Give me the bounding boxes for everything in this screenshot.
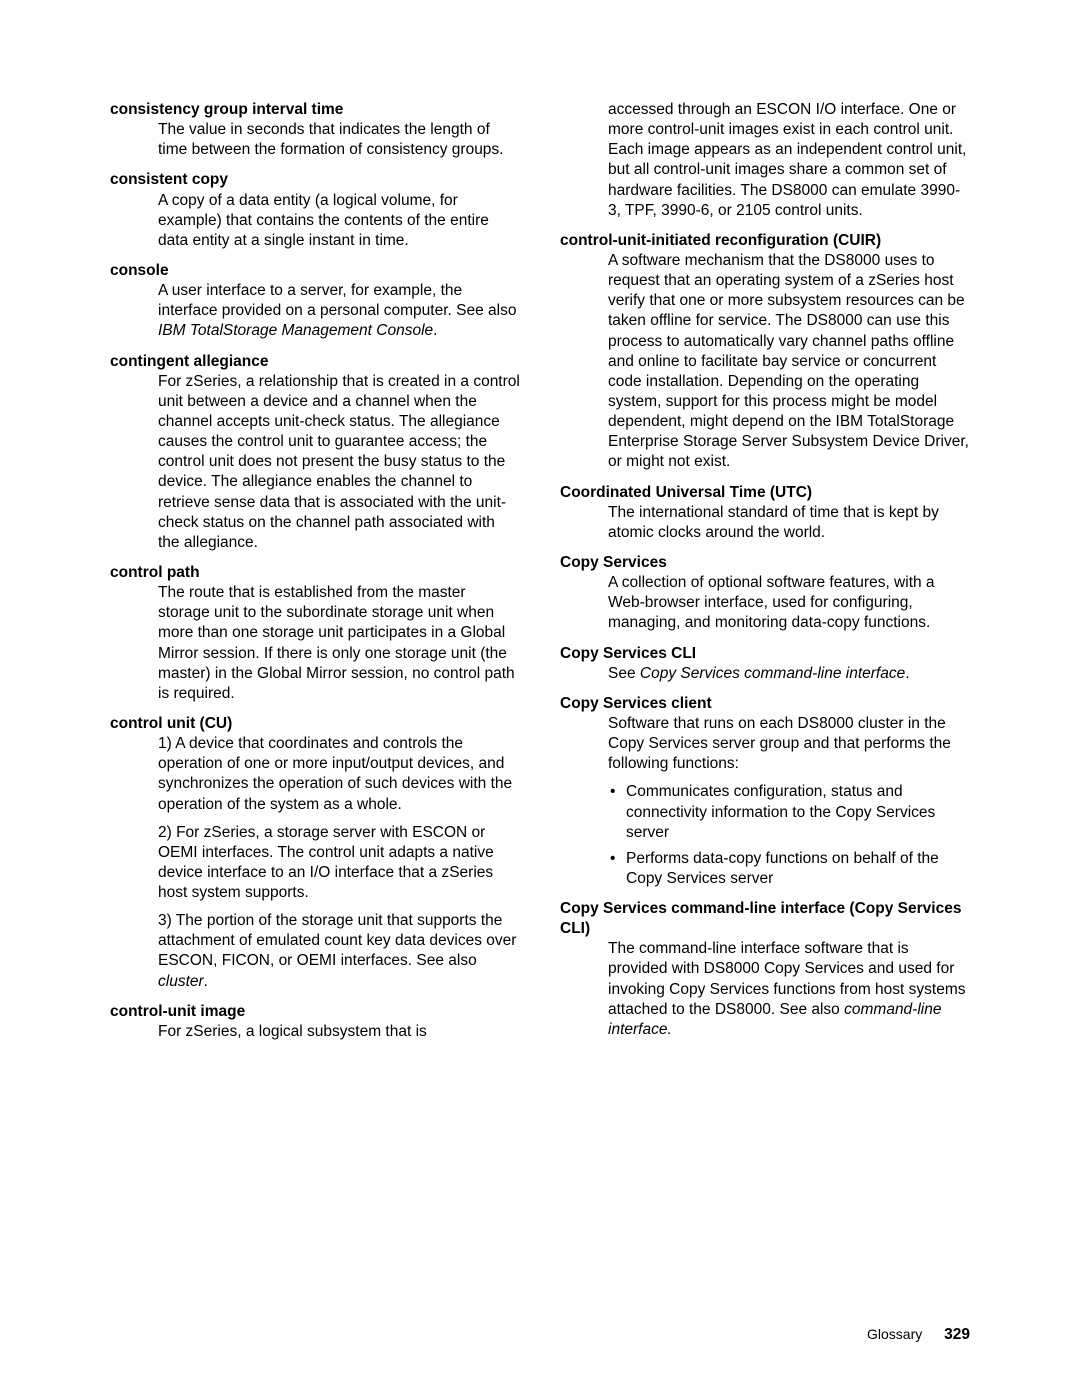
list-item: Communicates configuration, status and c… [608,782,970,842]
entry-control-path: control path The route that is establish… [110,563,520,704]
page: consistency group interval time The valu… [0,0,1080,1112]
term: control-unit image [110,1002,520,1022]
definition: For zSeries, a relationship that is crea… [158,372,520,553]
definition-p2: 2) For zSeries, a storage server with ES… [158,823,520,904]
definition: The value in seconds that indicates the … [158,120,520,160]
definition-p3: 3) The portion of the storage unit that … [158,911,520,992]
definition-p1: 1) A device that coordinates and control… [158,734,520,815]
term: consistent copy [110,170,520,190]
term: Copy Services command-line interface (Co… [560,899,970,939]
term: Coordinated Universal Time (UTC) [560,483,970,503]
definition: The route that is established from the m… [158,583,520,704]
entry-consistency-group-interval-time: consistency group interval time The valu… [110,100,520,160]
definition: A collection of optional software featur… [608,573,970,633]
entry-copy-services-cli: Copy Services CLI See Copy Services comm… [560,644,970,684]
entry-utc: Coordinated Universal Time (UTC) The int… [560,483,970,543]
definition: For zSeries, a logical subsystem that is [158,1022,520,1042]
list-item: Performs data-copy functions on behalf o… [608,849,970,889]
entry-control-unit-image: control-unit image For zSeries, a logica… [110,1002,520,1042]
term: control unit (CU) [110,714,520,734]
entry-control-unit: control unit (CU) 1) A device that coord… [110,714,520,992]
definition: A user interface to a server, for exampl… [158,281,520,341]
footer-label: Glossary [867,1326,922,1342]
definition: A copy of a data entity (a logical volum… [158,191,520,251]
left-column: consistency group interval time The valu… [110,100,520,1052]
definition: accessed through an ESCON I/O interface.… [608,100,970,221]
term: Copy Services CLI [560,644,970,664]
term: contingent allegiance [110,352,520,372]
entry-contingent-allegiance: contingent allegiance For zSeries, a rel… [110,352,520,553]
entry-copy-services-command-line-interface: Copy Services command-line interface (Co… [560,899,970,1040]
page-number: 329 [944,1326,970,1343]
entry-consistent-copy: consistent copy A copy of a data entity … [110,170,520,251]
term: Copy Services client [560,694,970,714]
definition: See Copy Services command-line interface… [608,664,970,684]
entry-copy-services: Copy Services A collection of optional s… [560,553,970,634]
definition: The international standard of time that … [608,503,970,543]
right-column: accessed through an ESCON I/O interface.… [560,100,970,1052]
term: consistency group interval time [110,100,520,120]
entry-continuation: accessed through an ESCON I/O interface.… [560,100,970,221]
term: console [110,261,520,281]
entry-cuir: control-unit-initiated reconfiguration (… [560,231,970,473]
definition: Software that runs on each DS8000 cluste… [608,714,970,774]
page-footer: Glossary 329 [867,1325,970,1345]
bullet-list: Communicates configuration, status and c… [608,782,970,889]
entry-console: console A user interface to a server, fo… [110,261,520,342]
term: control path [110,563,520,583]
term: Copy Services [560,553,970,573]
definition: A software mechanism that the DS8000 use… [608,251,970,473]
entry-copy-services-client: Copy Services client Software that runs … [560,694,970,889]
definition: The command-line interface software that… [608,939,970,1040]
term: control-unit-initiated reconfiguration (… [560,231,970,251]
